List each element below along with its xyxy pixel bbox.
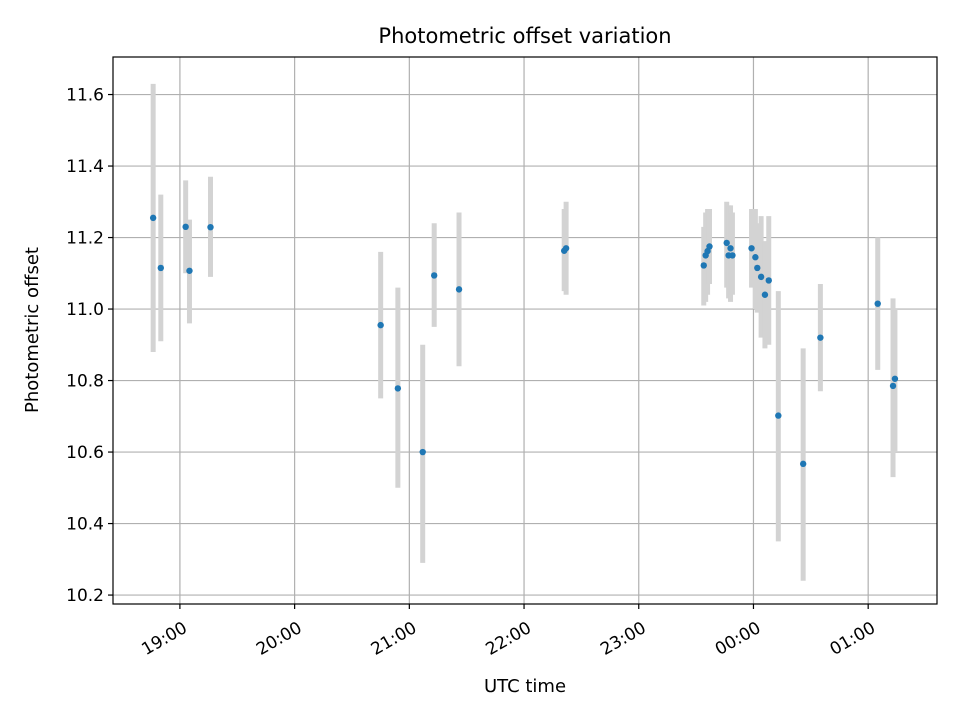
axes-frame xyxy=(112,56,938,605)
data-point xyxy=(182,223,189,231)
data-point xyxy=(761,291,769,298)
data-point xyxy=(706,243,713,250)
data-point xyxy=(889,382,897,390)
data-point xyxy=(455,286,463,293)
data-point xyxy=(149,214,157,222)
data-point xyxy=(727,245,734,252)
data-point xyxy=(765,277,772,284)
data-point xyxy=(207,223,214,231)
data-point xyxy=(799,460,807,468)
y-axis-label: Photometric offset xyxy=(22,247,43,413)
y-tick-label: 10.2 xyxy=(66,586,104,606)
data-point xyxy=(775,412,782,419)
data-point xyxy=(377,321,384,329)
y-tick-label: 10.8 xyxy=(66,372,104,392)
data-point xyxy=(700,262,707,269)
y-tick-label: 11.4 xyxy=(66,157,104,177)
y-tick-label: 11.2 xyxy=(66,229,104,249)
data-point xyxy=(157,264,164,272)
y-tick-label: 10.4 xyxy=(66,515,104,535)
data-point xyxy=(748,245,755,252)
data-point xyxy=(752,254,759,261)
data-point xyxy=(394,385,402,392)
data-points xyxy=(149,214,899,468)
data-point xyxy=(754,264,761,272)
data-point xyxy=(757,273,765,281)
data-point xyxy=(430,272,438,279)
x-axis-label: UTC time xyxy=(484,676,566,697)
data-point xyxy=(817,334,824,341)
data-point xyxy=(874,300,881,307)
grid xyxy=(113,57,937,604)
chart-title: Photometric offset variation xyxy=(378,24,671,48)
data-point xyxy=(186,267,193,274)
y-axis-ticks: 10.2 10.4 10.6 10.8 11.0 11.2 11.4 11.6 xyxy=(66,86,113,606)
data-point xyxy=(729,252,736,259)
y-tick-label: 11.0 xyxy=(66,300,104,320)
y-tick-label: 11.6 xyxy=(66,86,104,106)
data-point xyxy=(562,245,570,252)
data-point xyxy=(419,448,426,456)
data-point xyxy=(723,239,730,247)
y-tick-label: 10.6 xyxy=(66,443,104,463)
data-point xyxy=(891,375,899,382)
